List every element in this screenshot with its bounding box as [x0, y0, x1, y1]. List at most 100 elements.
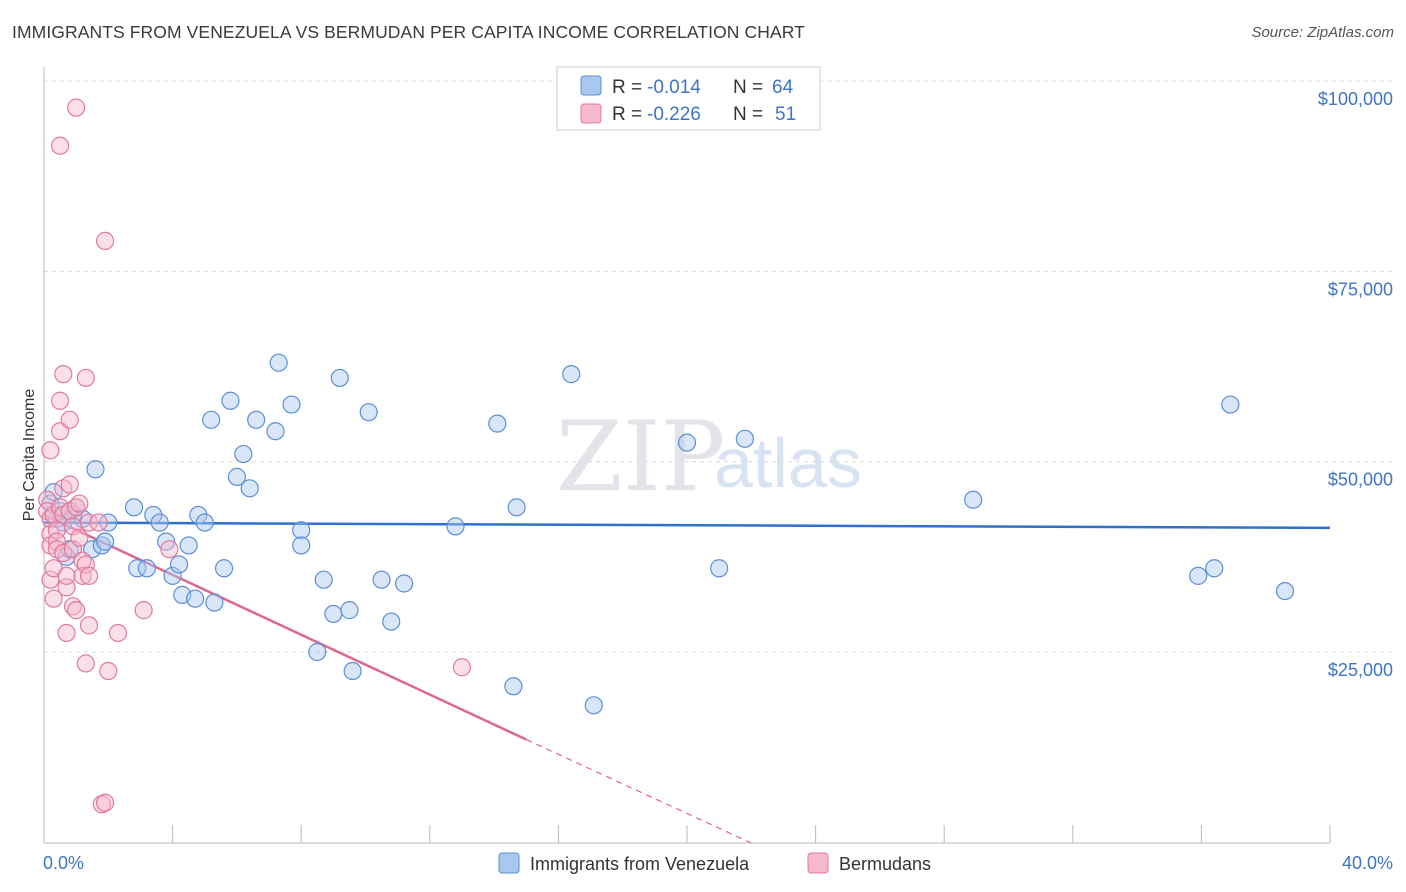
bermudans-point-50	[160, 540, 179, 559]
legend-n-value-pink: 51	[775, 104, 796, 125]
y-axis-title: Per Capita Income	[21, 389, 38, 522]
bermudans-point-47	[99, 661, 118, 681]
venezuela-point-25	[186, 589, 205, 608]
chart-title: IMMIGRANTS FROM VENEZUELA VS BERMUDAN PE…	[12, 22, 805, 42]
venezuela-point-60	[964, 490, 983, 509]
bermudans-point-48	[108, 623, 128, 643]
bermudans-point-39	[76, 368, 95, 388]
bermudans-point-7	[44, 589, 63, 608]
bermudans-point-42	[79, 566, 99, 585]
y-tick-label-3: $100,000	[1318, 89, 1393, 109]
venezuela-point-34	[240, 479, 259, 498]
venezuela-point-40	[292, 536, 311, 555]
venezuela-point-13	[95, 532, 115, 551]
y-tick-label-2: $75,000	[1328, 279, 1393, 299]
venezuela-point-39	[292, 521, 311, 540]
venezuela-point-56	[584, 696, 603, 715]
correlation-legend: R = -0.014 N = 64 R = -0.226 N = 51	[556, 66, 821, 131]
venezuela-point-15	[124, 498, 144, 517]
series-venezuela-points	[41, 353, 1295, 715]
venezuela-point-41	[308, 642, 327, 662]
trend-line-venezuela	[43, 521, 1331, 530]
x-tick-label-0: 0.0%	[43, 853, 84, 873]
venezuela-point-38	[282, 395, 301, 414]
bottom-legend-label-venezuela: Immigrants from Venezuela	[530, 854, 750, 874]
venezuela-point-18	[144, 505, 163, 525]
bermudans-point-24	[60, 475, 79, 494]
venezuela-point-51	[446, 517, 465, 536]
venezuela-point-21	[163, 566, 182, 585]
venezuela-point-49	[382, 612, 401, 631]
trend-line-bermudans-extrapolated	[525, 739, 752, 844]
venezuela-point-57	[677, 433, 697, 452]
y-tick-label-0: $25,000	[1328, 660, 1393, 680]
legend-swatch-blue	[580, 75, 602, 96]
venezuela-point-61	[1189, 566, 1208, 585]
legend-r-value-blue: -0.014	[647, 77, 701, 98]
x-tick-labels: 0.0% 40.0%	[43, 853, 1393, 873]
bermudans-point-31	[67, 98, 86, 117]
venezuela-point-54	[507, 498, 526, 517]
bermudans-point-51	[452, 658, 472, 677]
legend-swatch-pink	[580, 103, 602, 124]
venezuela-point-64	[1275, 581, 1295, 601]
watermark: ZIP atlas	[556, 401, 862, 513]
bermudans-point-25	[60, 410, 79, 429]
watermark-zip: ZIP	[556, 401, 725, 513]
watermark-atlas: atlas	[714, 424, 862, 502]
y-tick-label-1: $50,000	[1328, 470, 1393, 490]
venezuela-point-45	[340, 601, 359, 620]
venezuela-point-59	[735, 429, 754, 448]
series-bermudans-points	[38, 98, 472, 814]
venezuela-point-16	[128, 559, 147, 578]
bottom-legend-label-bermudans: Bermudans	[839, 854, 931, 874]
bermudans-point-17	[54, 365, 73, 384]
venezuela-point-55	[562, 365, 581, 384]
bermudans-point-46	[95, 231, 115, 250]
venezuela-point-44	[330, 368, 349, 388]
legend-r-label-blue: R =	[612, 77, 642, 98]
bermudans-point-23	[57, 566, 76, 585]
bottom-legend-swatch-venezuela	[498, 852, 520, 874]
venezuela-point-36	[266, 422, 285, 441]
bermudans-point-20	[54, 543, 73, 563]
venezuela-point-58	[710, 559, 729, 578]
venezuela-point-19	[150, 513, 169, 532]
trend-line-bermudans	[43, 513, 527, 741]
venezuela-point-1	[44, 483, 63, 502]
venezuela-point-35	[247, 410, 266, 429]
bermudans-point-41	[79, 616, 99, 635]
trend-lines	[43, 513, 1331, 844]
venezuela-point-24	[179, 536, 198, 555]
venezuela-point-43	[324, 604, 343, 624]
venezuela-point-26	[189, 505, 208, 525]
bermudans-point-45	[95, 793, 115, 812]
bermudans-point-37	[76, 555, 95, 574]
venezuela-point-37	[269, 353, 288, 372]
venezuela-point-52	[488, 414, 507, 433]
venezuela-point-11	[86, 460, 105, 479]
bermudans-point-15	[50, 136, 70, 155]
venezuela-point-31	[221, 391, 240, 410]
legend-n-label-blue: N =	[733, 77, 763, 98]
legend-r-label-pink: R =	[612, 104, 642, 125]
venezuela-point-17	[137, 559, 156, 578]
bermudans-point-33	[70, 528, 89, 547]
x-tick-label-1: 40.0%	[1342, 853, 1393, 873]
venezuela-point-42	[314, 570, 333, 589]
venezuela-point-62	[1205, 559, 1224, 578]
venezuela-point-48	[372, 570, 391, 589]
bottom-legend-swatch-bermudans	[807, 852, 829, 874]
venezuela-point-29	[205, 593, 224, 612]
bermudans-point-38	[76, 654, 95, 673]
venezuela-point-28	[202, 410, 221, 429]
bermudans-point-11	[47, 532, 66, 551]
chart-source: Source: ZipAtlas.com	[1251, 24, 1394, 41]
bermudans-point-40	[79, 513, 99, 532]
venezuela-point-63	[1221, 395, 1240, 414]
venezuela-point-14	[99, 513, 118, 532]
venezuela-point-53	[504, 677, 523, 696]
bermudans-point-49	[134, 601, 153, 620]
venezuela-point-33	[234, 444, 253, 464]
